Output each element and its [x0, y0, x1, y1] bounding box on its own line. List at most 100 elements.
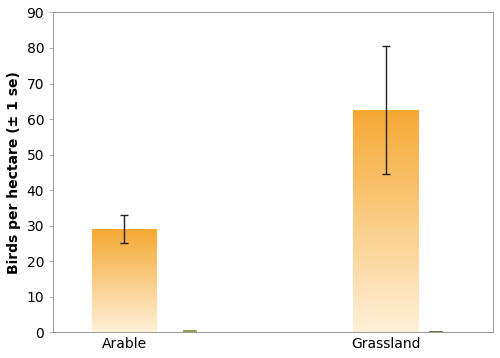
Bar — [354, 232, 418, 233]
Bar — [354, 325, 418, 326]
Bar — [354, 129, 418, 130]
Bar — [354, 116, 418, 117]
Bar — [92, 263, 157, 264]
Bar — [92, 292, 157, 293]
Bar — [92, 269, 157, 270]
Bar — [92, 300, 157, 301]
Bar — [92, 248, 157, 249]
Bar — [354, 208, 418, 209]
Bar — [354, 211, 418, 212]
Bar — [92, 279, 157, 280]
Bar — [92, 285, 157, 286]
Bar — [92, 273, 157, 274]
Bar — [354, 191, 418, 192]
Bar — [354, 142, 418, 144]
Bar — [354, 135, 418, 136]
Bar — [92, 309, 157, 310]
Bar — [354, 195, 418, 197]
Bar — [92, 284, 157, 285]
Bar — [92, 250, 157, 251]
Bar — [354, 121, 418, 122]
Bar — [354, 213, 418, 214]
Bar — [92, 322, 157, 323]
Bar — [354, 281, 418, 282]
Bar — [92, 257, 157, 258]
Bar — [354, 199, 418, 200]
Bar — [92, 266, 157, 267]
Bar — [354, 298, 418, 299]
Bar — [354, 171, 418, 172]
Bar — [354, 212, 418, 213]
Bar — [92, 320, 157, 321]
Bar — [92, 282, 157, 283]
Bar — [92, 230, 157, 231]
Bar — [354, 317, 418, 318]
Bar — [92, 289, 157, 290]
Bar — [354, 137, 418, 138]
Bar — [92, 271, 157, 272]
Bar — [92, 324, 157, 325]
Bar — [354, 184, 418, 186]
Bar — [354, 169, 418, 170]
Bar — [92, 243, 157, 244]
Bar — [92, 264, 157, 265]
Bar — [92, 331, 157, 332]
Bar — [92, 293, 157, 294]
Bar — [92, 253, 157, 254]
Bar — [354, 119, 418, 120]
Bar — [354, 297, 418, 298]
Bar — [354, 269, 418, 270]
Bar — [354, 236, 418, 237]
Bar — [92, 241, 157, 242]
Bar — [92, 234, 157, 235]
Bar — [354, 265, 418, 266]
Bar — [354, 253, 418, 255]
Bar — [354, 245, 418, 246]
Bar — [354, 113, 418, 115]
Bar — [92, 267, 157, 268]
Bar — [354, 205, 418, 207]
Bar — [354, 216, 418, 217]
Bar — [92, 291, 157, 292]
Bar — [92, 245, 157, 246]
Bar — [354, 227, 418, 228]
Bar — [354, 111, 418, 112]
Bar — [92, 262, 157, 263]
Bar — [354, 319, 418, 320]
Bar — [354, 274, 418, 275]
Bar — [354, 230, 418, 231]
Bar — [354, 187, 418, 188]
Bar — [354, 193, 418, 194]
Bar — [354, 146, 418, 147]
Bar — [92, 277, 157, 278]
Bar — [354, 258, 418, 259]
Bar — [354, 182, 418, 183]
Bar — [354, 194, 418, 195]
Bar — [354, 320, 418, 321]
Bar — [354, 207, 418, 208]
Bar — [354, 217, 418, 218]
Bar — [354, 172, 418, 173]
Bar — [354, 168, 418, 169]
Bar — [92, 246, 157, 247]
Bar — [354, 234, 418, 236]
Bar — [354, 300, 418, 301]
Bar — [92, 305, 157, 306]
Bar — [354, 242, 418, 243]
Bar — [92, 296, 157, 297]
Bar — [92, 229, 157, 230]
Bar — [354, 145, 418, 146]
Bar — [354, 239, 418, 240]
Bar — [354, 326, 418, 328]
Bar — [354, 220, 418, 221]
Bar — [92, 254, 157, 255]
Bar — [92, 307, 157, 308]
Bar — [92, 251, 157, 252]
Bar — [354, 238, 418, 239]
Bar — [92, 260, 157, 261]
Bar — [354, 214, 418, 216]
Bar — [354, 160, 418, 161]
Bar — [92, 303, 157, 304]
Bar — [354, 260, 418, 261]
Bar — [354, 292, 418, 293]
